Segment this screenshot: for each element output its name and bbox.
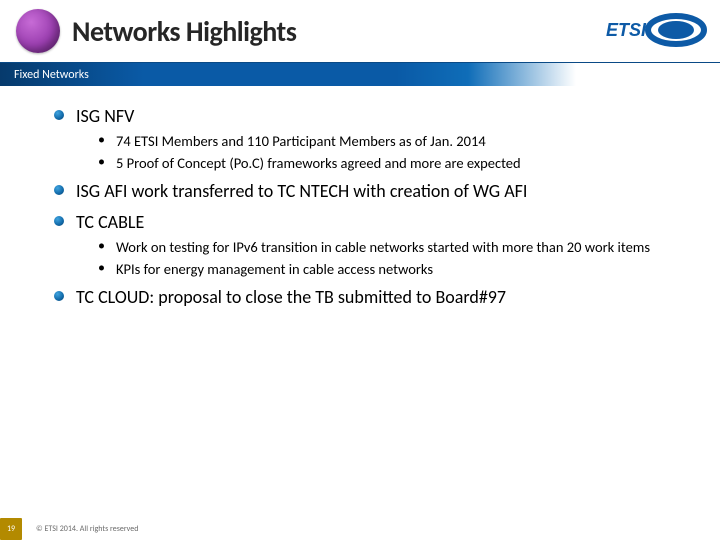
list-item: KPIs for energy management in cable acce… <box>98 260 690 280</box>
slide-header: Networks Highlights ETSI <box>0 0 720 62</box>
section-label: Fixed Networks <box>14 68 89 82</box>
etsi-logo: ETSI <box>598 8 708 52</box>
list-item: TC CABLE <box>54 210 690 234</box>
list-item: 5 Proof of Concept (Po.C) frameworks agr… <box>98 154 690 174</box>
page-number-badge: 19 <box>0 518 22 540</box>
copyright-text: © ETSI 2014. All rights reserved <box>36 524 138 534</box>
logo-text: ETSI <box>606 20 647 40</box>
list-item: Work on testing for IPv6 transition in c… <box>98 238 690 258</box>
section-band: Fixed Networks <box>0 62 720 86</box>
list-item: TC CLOUD: proposal to close the TB submi… <box>54 285 690 309</box>
list-item: ISG NFV <box>54 104 690 128</box>
list-item: ISG AFI work transferred to TC NTECH wit… <box>54 179 690 203</box>
slide-footer: 19 © ETSI 2014. All rights reserved <box>0 518 720 540</box>
list-item: 74 ETSI Members and 110 Participant Memb… <box>98 132 690 152</box>
title-bullet-icon <box>16 9 60 53</box>
slide-title: Networks Highlights <box>72 14 296 49</box>
slide-content: ISG NFV 74 ETSI Members and 110 Particip… <box>0 86 720 309</box>
